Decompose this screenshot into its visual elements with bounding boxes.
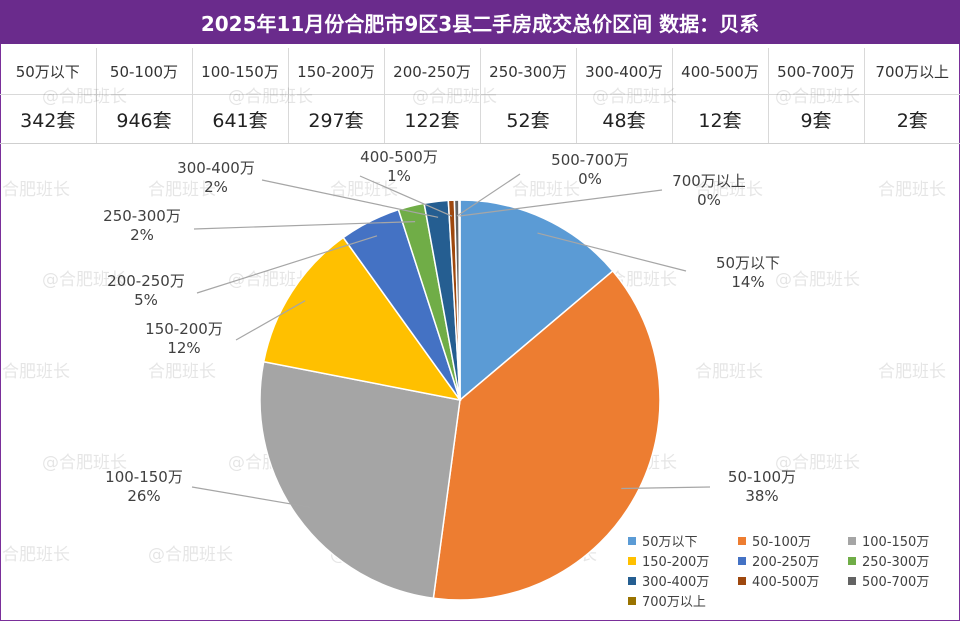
summary-value-cell: 122套 [384, 94, 481, 144]
chart-title: 2025年11月份合肥市9区3县二手房成交总价区间 数据：贝系 [0, 0, 960, 44]
summary-header-cell: 400-500万 [672, 48, 769, 96]
legend-swatch [738, 537, 746, 545]
summary-value-cell: 52套 [480, 94, 577, 144]
leader-line [621, 486, 711, 490]
leader-line [191, 486, 311, 508]
slice-category-label: 500-700万 [551, 151, 629, 169]
summary-header-cell: 150-200万 [288, 48, 385, 96]
summary-header-cell: 700万以上 [864, 48, 960, 96]
legend-swatch [848, 577, 856, 585]
legend-label: 250-300万 [862, 555, 929, 570]
slice-category-label: 200-250万 [107, 272, 185, 290]
leader-line [261, 179, 439, 218]
summary-header-row: 50万以下 50-100万 100-150万 150-200万 200-250万… [0, 48, 960, 96]
summary-header-cell: 250-300万 [480, 48, 577, 96]
legend-swatch [628, 597, 636, 605]
legend-swatch [848, 557, 856, 565]
leader-line [456, 173, 521, 217]
slice-category-label: 100-150万 [105, 468, 183, 486]
summary-value-cell: 946套 [96, 94, 193, 144]
slice-category-label: 250-300万 [103, 207, 181, 225]
summary-header-cell: 100-150万 [192, 48, 289, 96]
legend-swatch [848, 537, 856, 545]
slice-category-label: 150-200万 [145, 320, 223, 338]
pie-slice [259, 360, 461, 600]
pie-slice [459, 199, 614, 402]
legend-label: 50-100万 [752, 535, 811, 550]
summary-value-cell: 641套 [192, 94, 289, 144]
legend-swatch [738, 557, 746, 565]
legend-label: 100-150万 [862, 535, 929, 550]
summary-value-cell: 9套 [768, 94, 865, 144]
summary-header-cell: 500-700万 [768, 48, 865, 96]
legend-label: 700万以上 [642, 595, 706, 610]
slice-percent-label: 14% [731, 273, 764, 291]
legend-label: 150-200万 [642, 555, 709, 570]
summary-value-cell: 297套 [288, 94, 385, 144]
slice-category-label: 50-100万 [728, 468, 796, 486]
table-divider [0, 143, 960, 144]
slice-category-label: 400-500万 [360, 148, 438, 166]
slice-percent-label: 2% [204, 178, 228, 196]
legend-swatch [628, 557, 636, 565]
slice-percent-label: 26% [127, 487, 160, 505]
leader-line [359, 175, 453, 217]
legend-swatch [628, 537, 636, 545]
legend-label: 400-500万 [752, 575, 819, 590]
legend-swatch [738, 577, 746, 585]
slice-category-label: 50万以下 [716, 254, 780, 272]
leader-line [537, 232, 687, 272]
summary-header-cell: 50-100万 [96, 48, 193, 96]
summary-value-cell: 2套 [896, 110, 928, 133]
legend-label: 200-250万 [752, 555, 819, 570]
slice-percent-label: 38% [745, 487, 778, 505]
summary-value-cell: 12套 [672, 94, 769, 144]
legend-label: 500-700万 [862, 575, 929, 590]
pie-slice [458, 199, 461, 401]
leader-line [459, 189, 663, 217]
summary-table: 50万以下 50-100万 100-150万 150-200万 200-250万… [0, 48, 960, 144]
legend-label: 300-400万 [642, 575, 709, 590]
pie-slice [432, 269, 661, 601]
summary-header-cell: 200-250万 [384, 48, 481, 96]
summary-header-cell: 50万以下 [0, 48, 97, 96]
summary-header-cell: 300-400万 [576, 48, 673, 96]
legend-swatch [628, 577, 636, 585]
slice-percent-label: 12% [167, 339, 200, 357]
slice-category-label: 700万以上 [672, 172, 746, 190]
pie-slice [262, 236, 462, 402]
slice-percent-label: 1% [387, 167, 411, 185]
summary-value-cell: 342套 [0, 94, 97, 144]
leader-line [193, 221, 416, 230]
summary-value-cell: 48套 [576, 94, 673, 144]
slice-percent-label: 0% [578, 170, 602, 188]
slice-percent-label: 5% [134, 291, 158, 309]
summary-value-row: 342套 946套 641套 297套 122套 52套 48套 12套 9套 … [0, 94, 960, 144]
leader-line [196, 235, 378, 294]
slice-percent-label: 0% [697, 191, 721, 209]
legend-label: 50万以下 [642, 535, 698, 550]
slice-percent-label: 2% [130, 226, 154, 244]
slice-category-label: 300-400万 [177, 159, 255, 177]
leader-line [235, 300, 306, 341]
